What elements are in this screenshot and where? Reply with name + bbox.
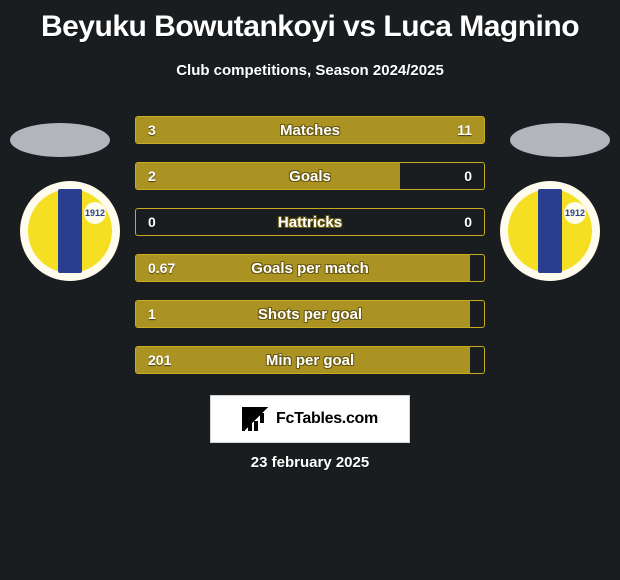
stat-label: Matches [136,122,484,139]
stat-label: Hattricks [136,214,484,231]
player-left-column: 1912 [0,101,120,361]
badge-band-icon [58,189,82,273]
stat-value-right: 0 [452,209,484,235]
stat-row: 2Goals0 [135,162,485,190]
subtitle: Club competitions, Season 2024/2025 [0,62,620,79]
club-badge-left: 1912 [20,181,120,281]
club-badge-right: 1912 [500,181,600,281]
comparison-area: 1912 1912 3Matches112Goals00Hattricks00.… [0,101,620,381]
badge-year: 1912 [84,202,106,224]
logo-text: FcTables.com [276,410,378,428]
fctables-logo[interactable]: FcTables.com [210,395,410,443]
stat-label: Goals [136,168,484,185]
stat-label: Goals per match [136,260,484,277]
snapshot-date: 23 february 2025 [0,454,620,471]
badge-band-icon [538,189,562,273]
stat-row: 0.67Goals per match [135,254,485,282]
stat-row: 1Shots per goal [135,300,485,328]
player-left-silhouette [10,123,110,157]
stat-value-right [460,255,484,281]
stat-label: Shots per goal [136,306,484,323]
page-title: Beyuku Bowutankoyi vs Luca Magnino [0,0,620,44]
stat-value-right [460,347,484,373]
bar-chart-icon [242,407,270,431]
badge-year: 1912 [564,202,586,224]
stat-label: Min per goal [136,352,484,369]
stat-value-right: 11 [445,117,484,143]
stat-row: 3Matches11 [135,116,485,144]
stat-bars-container: 3Matches112Goals00Hattricks00.67Goals pe… [135,116,485,374]
stat-value-right: 0 [452,163,484,189]
player-right-column: 1912 [500,101,620,361]
stat-value-right [460,301,484,327]
player-right-silhouette [510,123,610,157]
stat-row: 0Hattricks0 [135,208,485,236]
stat-row: 201Min per goal [135,346,485,374]
